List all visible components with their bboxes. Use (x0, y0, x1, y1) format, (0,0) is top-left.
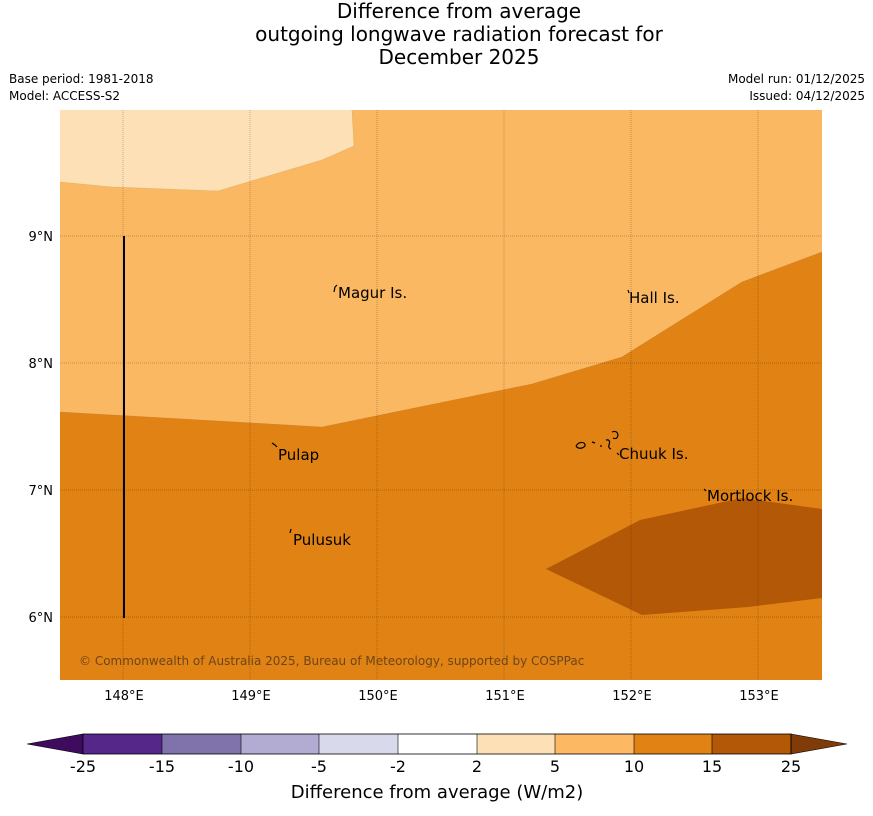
lat-label-8n: 8°N (29, 357, 54, 372)
colorbar-tick--2: -2 (390, 757, 406, 776)
place-label-hall: Hall Is. (629, 289, 680, 307)
colorbar-segment-5-10 (555, 734, 634, 754)
colorbar: -25 -15 -10 -5 -2 2 5 10 15 25 Differenc… (26, 733, 848, 803)
colorbar-segment-10-15 (634, 734, 712, 754)
issued-date: Issued: 04/12/2025 (749, 89, 865, 103)
lon-label-151: 151°E (485, 689, 525, 704)
colorbar-tick-2: 2 (472, 757, 482, 776)
chuuk-island-shape (575, 430, 620, 456)
lon-label-150: 150°E (358, 689, 398, 704)
place-label-mortlock: Mortlock Is. (707, 487, 793, 505)
chart-title: Difference from average outgoing longwav… (0, 0, 873, 69)
map-area: © Commonwealth of Australia 2025, Bureau… (60, 110, 822, 680)
pulusuk-island-shape (289, 528, 292, 534)
lon-label-153: 153°E (739, 689, 779, 704)
hall-island-shape (627, 289, 630, 294)
colorbar-segment-15-25 (712, 734, 791, 754)
colorbar-tick-5: 5 (550, 757, 560, 776)
colorbar-segment-2-5 (477, 734, 555, 754)
contour-5 (60, 251, 822, 428)
colorbar-tick-10: 10 (624, 757, 644, 776)
meta-left: Base period: 1981-2018 Model: ACCESS-S2 (9, 71, 154, 105)
mortlock-island-shape (703, 488, 707, 492)
band-5-10 (60, 110, 822, 427)
title-line-3: December 2025 (378, 45, 540, 69)
colorbar-segment-neg2-2 (398, 734, 477, 754)
pulap-island-shape (271, 442, 278, 448)
colorbar-segment-neg15-neg10 (162, 734, 241, 754)
colorbar-tick--25: -25 (70, 757, 96, 776)
colorbar-tick--5: -5 (311, 757, 327, 776)
model-run: Model run: 01/12/2025 (727, 72, 865, 86)
model-name: Model: ACCESS-S2 (9, 89, 121, 103)
colorbar-segment-neg5-neg2 (319, 734, 398, 754)
lat-label-7n: 7°N (29, 484, 54, 499)
title-line-2: outgoing longwave radiation forecast for (255, 22, 663, 46)
place-label-pulusuk: Pulusuk (293, 531, 351, 549)
colorbar-tick-25: 25 (781, 757, 801, 776)
lon-label-152: 152°E (612, 689, 652, 704)
place-label-pulap: Pulap (278, 446, 319, 464)
place-label-magur: Magur Is. (338, 284, 407, 302)
colorbar-segment-neg25-neg15 (83, 734, 162, 754)
lon-label-148: 148°E (104, 689, 144, 704)
base-period: Base period: 1981-2018 (9, 72, 154, 86)
colorbar-segment-neg10-neg5 (241, 734, 319, 754)
colorbar-tick-15: 15 (702, 757, 722, 776)
lat-label-9n: 9°N (29, 230, 54, 245)
lon-label-149: 149°E (231, 689, 271, 704)
colorbar-extend-high (790, 733, 848, 755)
copyright-text: © Commonwealth of Australia 2025, Bureau… (79, 654, 584, 668)
island-markers (271, 284, 707, 534)
colorbar-tick--10: -10 (228, 757, 254, 776)
lat-label-6n: 6°N (29, 611, 54, 626)
contour-2 (60, 110, 355, 192)
colorbar-tick--15: -15 (149, 757, 175, 776)
meta-right: Model run: 01/12/2025 Issued: 04/12/2025 (728, 71, 865, 105)
magur-island-shape (333, 284, 338, 293)
title-line-1: Difference from average (336, 0, 582, 23)
colorbar-extend-low (26, 733, 84, 755)
band-2-5 (60, 110, 354, 191)
colorbar-title: Difference from average (W/m2) (291, 782, 583, 803)
place-label-chuuk: Chuuk Is. (619, 445, 688, 463)
band-15-25 (546, 498, 822, 615)
colorbar-outline (82, 733, 792, 755)
